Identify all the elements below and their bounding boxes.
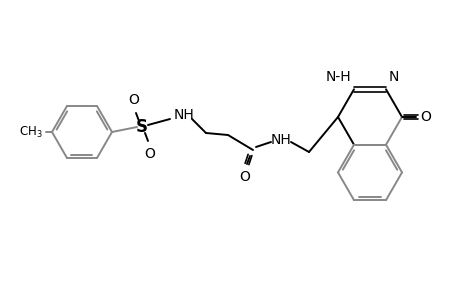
Text: NH: NH: [173, 108, 194, 122]
Text: CH$_3$: CH$_3$: [19, 124, 43, 140]
Text: N-H: N-H: [325, 70, 350, 84]
Text: O: O: [239, 170, 250, 184]
Text: N: N: [388, 70, 398, 84]
Text: O: O: [419, 110, 430, 124]
Text: O: O: [128, 93, 139, 107]
Text: O: O: [144, 147, 155, 161]
Text: NH: NH: [270, 133, 291, 147]
Text: S: S: [136, 118, 148, 136]
